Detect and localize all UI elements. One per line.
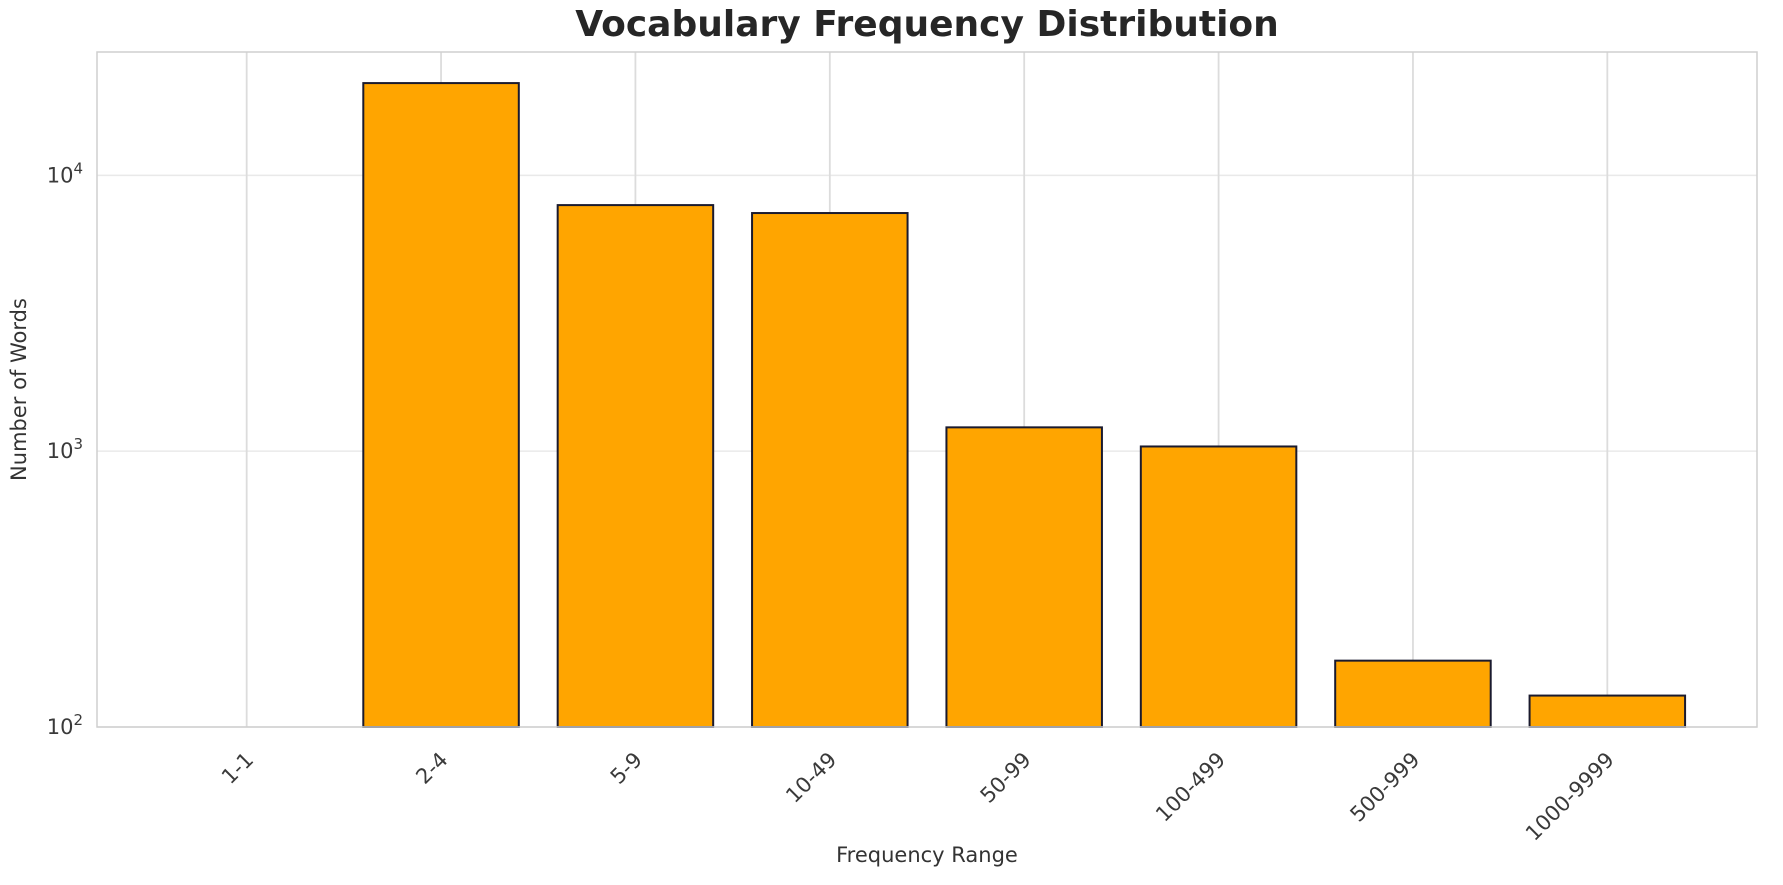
- bar-10-49: [751, 212, 909, 728]
- y-tick-label: 102: [47, 711, 83, 739]
- y-tick-label: 104: [47, 159, 83, 187]
- bar-50-99: [945, 426, 1103, 728]
- y-axis-label: Number of Words: [7, 298, 31, 481]
- bar-1000-9999: [1528, 694, 1687, 728]
- chart-title: Vocabulary Frequency Distribution: [575, 4, 1279, 45]
- bar-2-4: [362, 82, 520, 729]
- y-tick-label: 103: [47, 435, 83, 463]
- plot-frame: [96, 51, 1758, 728]
- x-axis-label: Frequency Range: [836, 843, 1018, 867]
- bar-500-999: [1334, 659, 1492, 729]
- bar-100-499: [1139, 445, 1298, 728]
- bar-5-9: [556, 204, 715, 729]
